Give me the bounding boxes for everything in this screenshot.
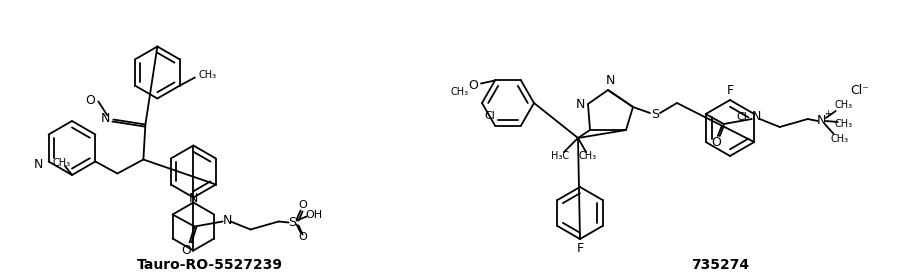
Text: N: N	[575, 98, 584, 111]
Text: CH₃: CH₃	[834, 100, 853, 110]
Text: O: O	[298, 199, 307, 210]
Text: H₃C: H₃C	[551, 151, 569, 161]
Text: O: O	[85, 94, 95, 107]
Text: S: S	[651, 109, 659, 122]
Text: +: +	[824, 109, 832, 117]
Text: S: S	[289, 216, 297, 229]
Text: OH: OH	[305, 210, 322, 219]
Text: O: O	[468, 79, 478, 92]
Text: O: O	[298, 232, 307, 243]
Text: O: O	[711, 136, 721, 148]
Text: F: F	[576, 241, 583, 254]
Text: F: F	[726, 84, 734, 98]
Text: O: O	[182, 244, 191, 257]
Text: CH₃: CH₃	[579, 151, 597, 161]
Text: CH₃: CH₃	[199, 70, 217, 81]
Text: Cl: Cl	[737, 112, 748, 122]
Text: N: N	[605, 75, 615, 87]
Text: 735274: 735274	[691, 258, 749, 272]
Text: CH₃: CH₃	[451, 87, 469, 97]
Text: N: N	[33, 158, 42, 171]
Text: N: N	[101, 112, 110, 125]
Text: CH₃: CH₃	[831, 134, 849, 144]
Text: CH₃: CH₃	[834, 119, 853, 129]
Text: N: N	[223, 214, 232, 227]
Text: N: N	[817, 114, 826, 128]
Text: N: N	[189, 192, 198, 205]
Text: Tauro-RO-5527239: Tauro-RO-5527239	[137, 258, 283, 272]
Text: N: N	[752, 111, 761, 123]
Text: ·: ·	[824, 111, 827, 120]
Text: Cl: Cl	[485, 111, 495, 120]
Text: CH₃: CH₃	[53, 158, 71, 168]
Text: Cl⁻: Cl⁻	[850, 84, 869, 98]
